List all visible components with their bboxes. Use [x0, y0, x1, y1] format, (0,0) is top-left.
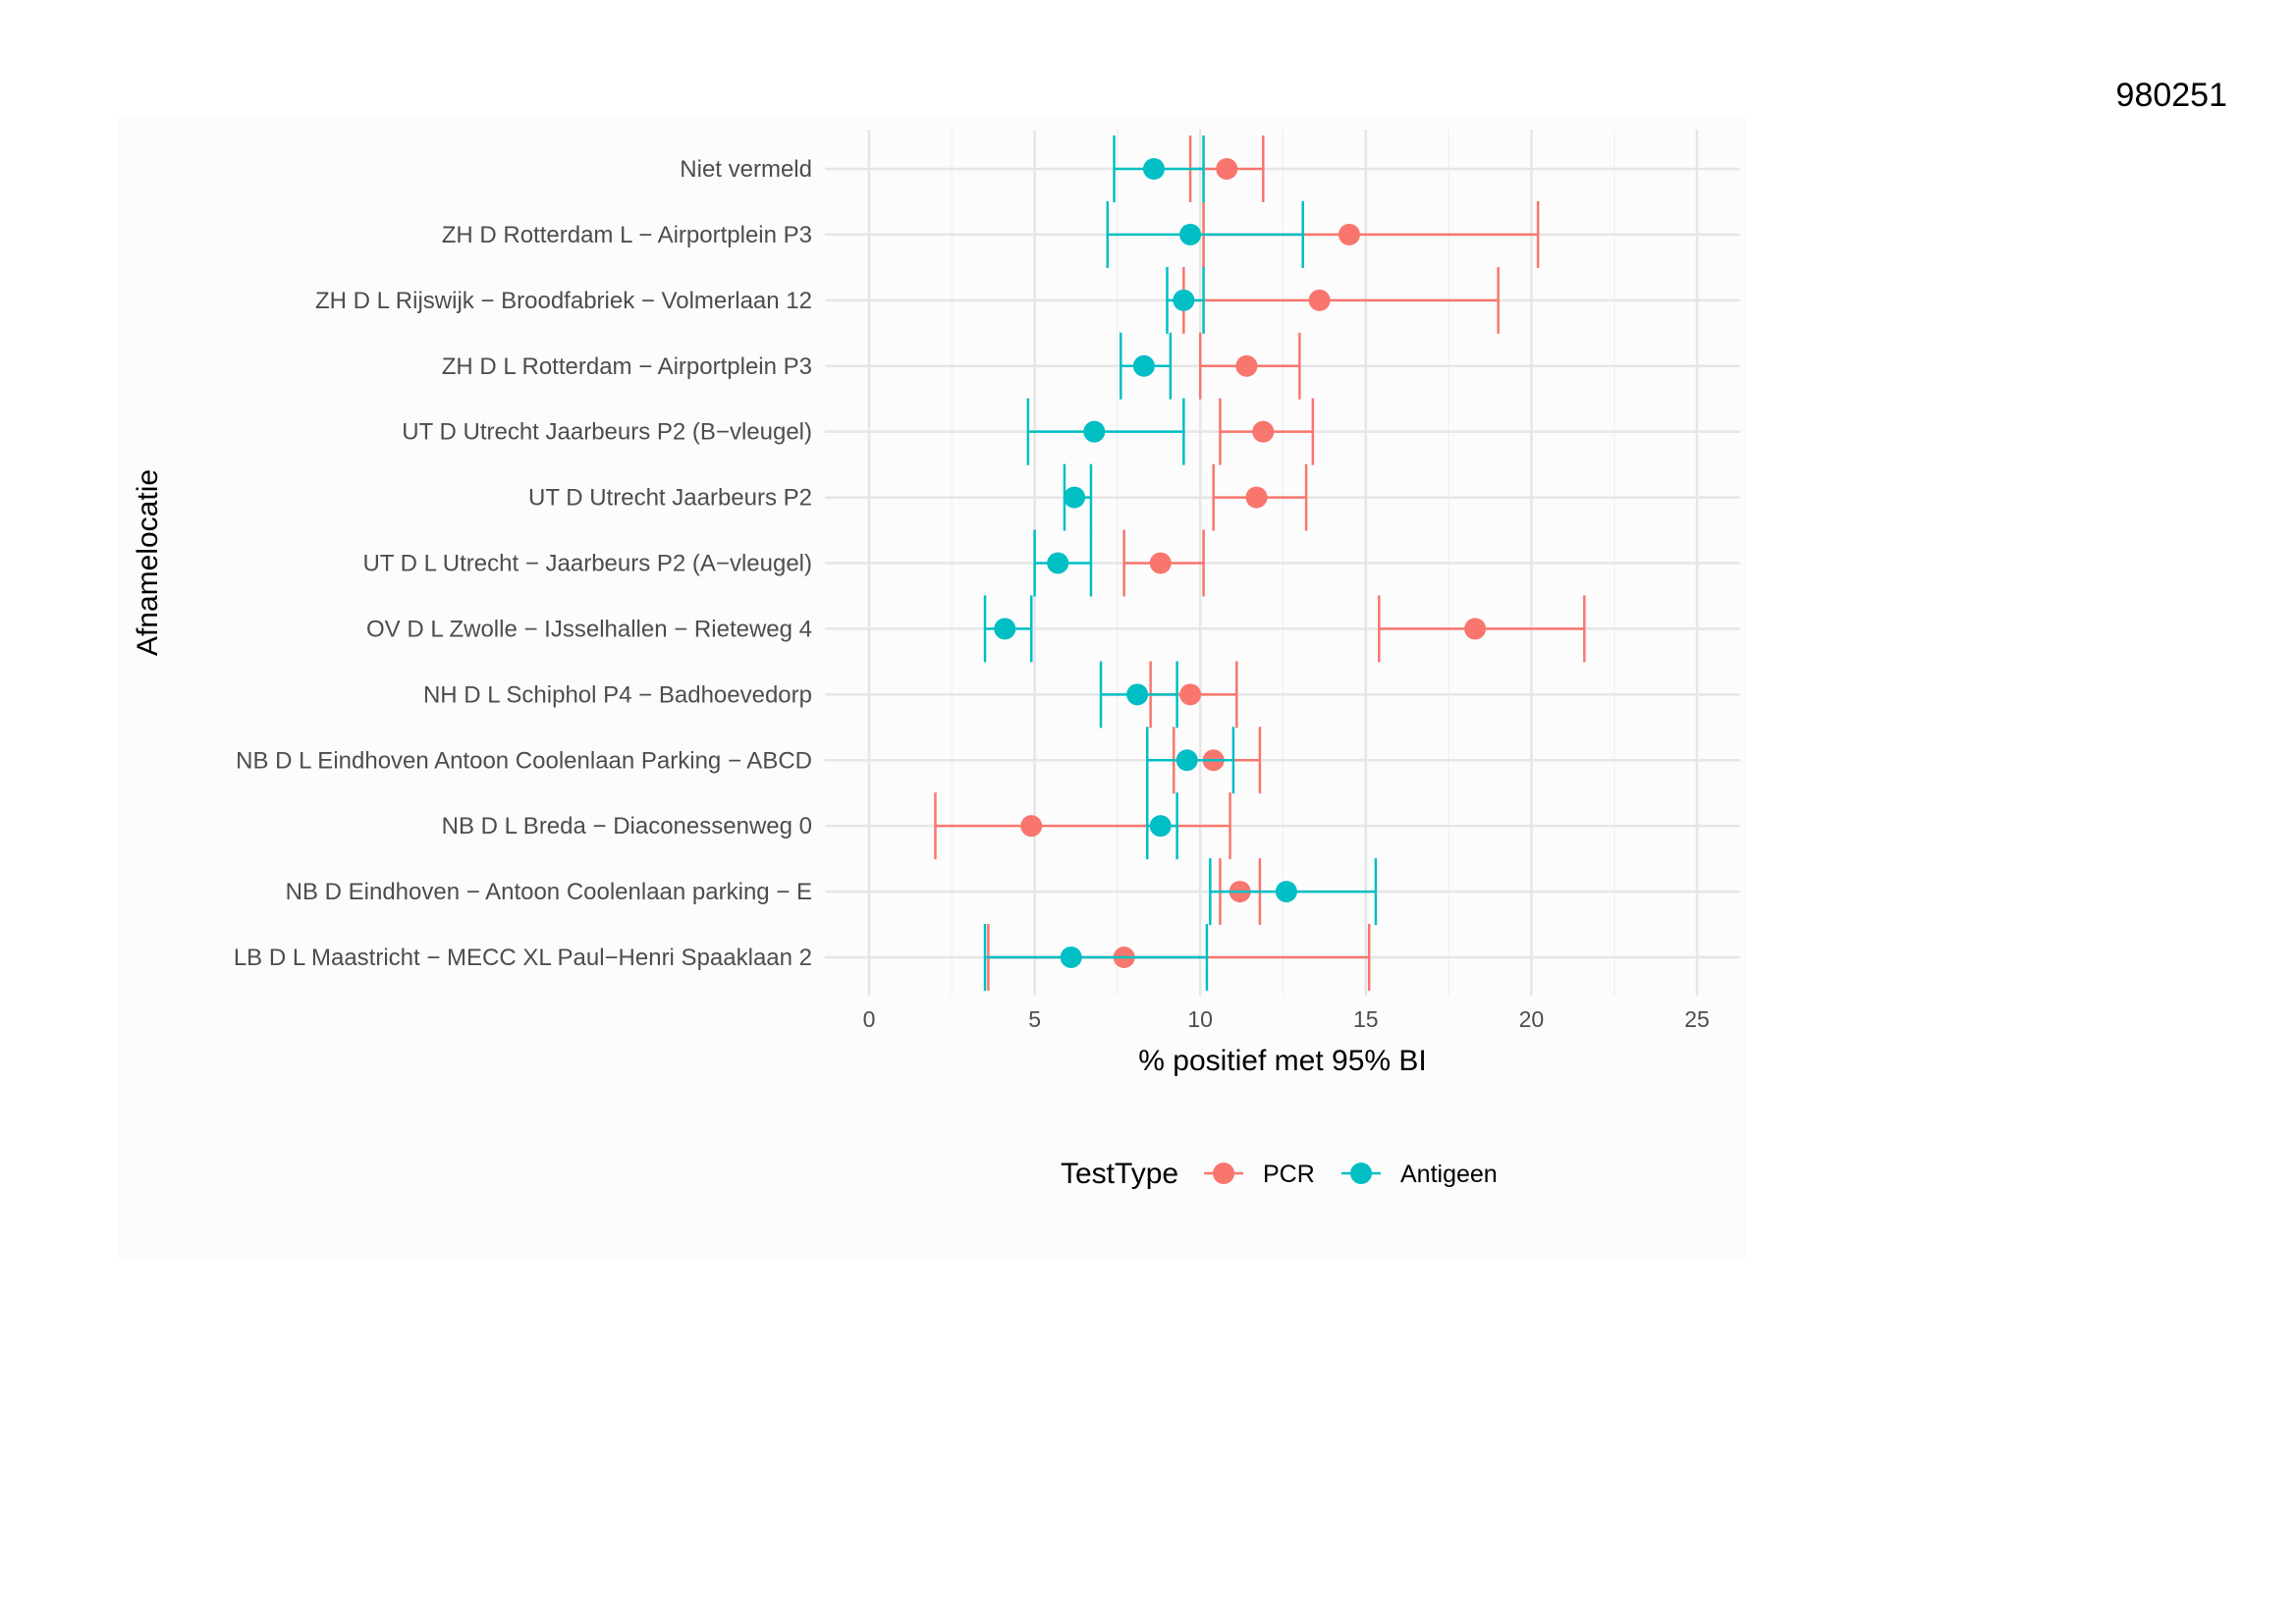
x-tick-label: 0: [863, 1006, 876, 1032]
document-id: 980251: [2115, 77, 2227, 114]
data-point-antigeen: [1275, 881, 1297, 903]
data-point-pcr: [1179, 683, 1202, 706]
data-point-pcr: [1464, 618, 1487, 640]
y-tick-label: Niet vermeld: [680, 156, 812, 183]
y-tick-label: LB D L Maastricht − MECC XL Paul−Henri S…: [234, 945, 812, 971]
y-tick-label: ZH D L Rotterdam − Airportplein P3: [442, 353, 812, 380]
y-axis-label: Afnamelocatie: [132, 469, 164, 656]
x-tick-label: 5: [1028, 1006, 1041, 1032]
data-point-antigeen: [1083, 420, 1106, 443]
legend-label-antigeen: Antigeen: [1400, 1161, 1498, 1188]
x-tick-label: 20: [1519, 1006, 1545, 1032]
y-tick-label: NH D L Schiphol P4 − Badhoevedorp: [423, 681, 812, 708]
legend-title: TestType: [1061, 1158, 1178, 1190]
data-point-pcr: [1338, 223, 1360, 245]
data-point-antigeen: [1064, 486, 1086, 509]
data-point-pcr: [1149, 552, 1172, 574]
data-point-antigeen: [1149, 815, 1172, 838]
y-tick-label: NB D L Eindhoven Antoon Coolenlaan Parki…: [236, 747, 812, 774]
plot-background: [118, 118, 1746, 1259]
y-tick-label: ZH D Rotterdam L − Airportplein P3: [442, 222, 812, 248]
data-point-pcr: [1308, 289, 1331, 311]
legend-key-point: [1350, 1163, 1372, 1184]
data-point-antigeen: [1132, 354, 1155, 377]
data-point-antigeen: [1047, 552, 1069, 574]
data-point-pcr: [1252, 420, 1275, 443]
data-point-antigeen: [1142, 158, 1165, 180]
data-point-pcr: [1216, 158, 1238, 180]
data-point-antigeen: [1173, 289, 1195, 311]
legend-key-point: [1213, 1163, 1234, 1184]
y-tick-label: NB D L Breda − Diaconessenweg 0: [442, 813, 812, 839]
data-point-antigeen: [1175, 749, 1198, 772]
data-point-pcr: [1020, 815, 1043, 838]
data-point-antigeen: [1179, 223, 1202, 245]
y-tick-label: UT D L Utrecht − Jaarbeurs P2 (A−vleugel…: [362, 551, 812, 577]
x-tick-label: 25: [1684, 1006, 1710, 1032]
x-tick-label: 15: [1353, 1006, 1379, 1032]
data-point-antigeen: [994, 618, 1016, 640]
y-tick-label: ZH D L Rijswijk − Broodfabriek − Volmerl…: [315, 288, 812, 314]
y-tick-label: OV D L Zwolle − IJsselhallen − Rieteweg …: [366, 616, 812, 642]
y-tick-label: UT D Utrecht Jaarbeurs P2 (B−vleugel): [402, 419, 812, 446]
data-point-antigeen: [1126, 683, 1149, 706]
data-point-pcr: [1235, 354, 1258, 377]
data-point-pcr: [1245, 486, 1268, 509]
y-tick-label: NB D Eindhoven − Antoon Coolenlaan parki…: [286, 879, 812, 905]
x-axis-label: % positief met 95% BI: [1138, 1045, 1426, 1077]
data-point-antigeen: [1060, 947, 1082, 968]
legend-label-pcr: PCR: [1263, 1161, 1315, 1188]
y-tick-label: UT D Utrecht Jaarbeurs P2: [528, 485, 812, 512]
x-tick-label: 10: [1187, 1006, 1213, 1032]
